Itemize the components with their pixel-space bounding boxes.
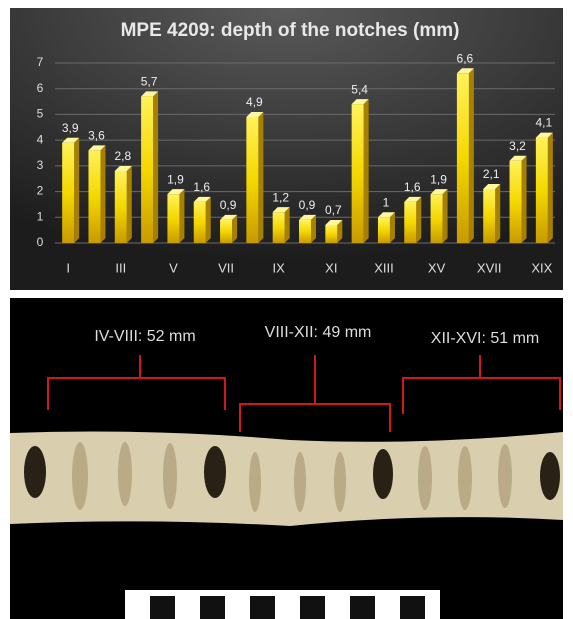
bar-shading: [416, 197, 421, 243]
bar: [115, 171, 127, 243]
x-tick-label: VII: [218, 260, 234, 275]
value-label: 5,7: [141, 75, 158, 89]
bar: [88, 150, 100, 243]
bar: [220, 220, 232, 243]
bar-shading: [390, 212, 395, 243]
bar-shading: [285, 207, 290, 243]
value-label: 3,9: [62, 121, 79, 135]
x-tick-label: XI: [325, 260, 337, 275]
bar: [483, 189, 495, 243]
bar-shading: [100, 145, 105, 243]
value-label: 1: [383, 195, 390, 209]
value-label: 0,9: [220, 198, 237, 212]
x-tick-label: XIX: [531, 260, 552, 275]
bar-shading: [127, 166, 132, 243]
bar-shading: [469, 68, 474, 243]
page: MPE 4209: depth of the notches (mm) 0 1 2 3…: [0, 0, 573, 619]
bar-shading: [495, 184, 500, 243]
bar: [299, 220, 311, 243]
x-tick-label: V: [169, 260, 178, 275]
value-label: 2,1: [483, 167, 500, 181]
annotation: XII-XVI: 51 mm: [431, 330, 539, 347]
bar-shading: [206, 197, 211, 243]
x-tick-label: III: [115, 260, 126, 275]
annotation: IV-VIII: 52 mm: [94, 328, 195, 345]
value-label: 1,2: [272, 190, 289, 204]
scale-bar: [125, 590, 440, 619]
bar-shading: [179, 189, 184, 243]
bar: [62, 143, 74, 243]
y-tick-label: 7: [37, 55, 44, 69]
value-label: 0,9: [299, 198, 316, 212]
bar: [141, 96, 153, 243]
bar-shading: [74, 138, 79, 243]
x-tick-label: XVII: [477, 260, 502, 275]
value-label: 4,9: [246, 95, 263, 109]
bar: [273, 212, 285, 243]
y-tick-label: 0: [37, 235, 44, 249]
y-tick-label: 3: [37, 158, 44, 172]
value-label: 1,9: [167, 172, 184, 186]
annotation: VIII-XII: 49 mm: [265, 324, 372, 341]
bar-shading: [522, 156, 527, 243]
value-label: 1,9: [430, 172, 447, 186]
bar: [352, 104, 364, 243]
bone: [10, 432, 563, 526]
bar-shading: [364, 99, 369, 243]
y-tick-label: 5: [37, 107, 44, 121]
chart-title: MPE 4209: depth of the notches (mm): [121, 20, 460, 41]
bar: [167, 194, 179, 243]
bar: [457, 73, 469, 243]
x-tick-label: I: [66, 260, 70, 275]
y-tick-label: 1: [37, 209, 44, 223]
y-tick-label: 4: [37, 132, 44, 146]
value-label: 6,6: [457, 51, 474, 65]
bar-shading: [443, 189, 448, 243]
bar: [404, 202, 416, 243]
value-label: 4,1: [535, 116, 552, 130]
bar-shading: [548, 133, 553, 243]
x-tick-label: XV: [428, 260, 446, 275]
x-tick-label: IX: [273, 260, 286, 275]
bar: [194, 202, 206, 243]
value-label: 1,6: [404, 180, 421, 194]
bar: [378, 217, 390, 243]
value-label: 2,8: [114, 149, 131, 163]
bar-shading: [153, 91, 158, 243]
bar: [536, 138, 548, 243]
value-label: 0,7: [325, 203, 342, 217]
y-tick-label: 6: [37, 81, 44, 95]
value-label: 5,4: [351, 82, 368, 96]
bar-shading: [258, 112, 263, 243]
value-label: 3,2: [509, 139, 526, 153]
bar: [325, 225, 337, 243]
bar: [431, 194, 443, 243]
value-label: 3,6: [88, 129, 105, 143]
bar: [510, 161, 522, 243]
bar: [246, 117, 258, 243]
value-label: 1,6: [193, 180, 210, 194]
y-tick-label: 2: [37, 184, 44, 198]
x-tick-label: XIII: [374, 260, 394, 275]
figure: MPE 4209: depth of the notches (mm) 0 1 2 3…: [0, 0, 573, 619]
